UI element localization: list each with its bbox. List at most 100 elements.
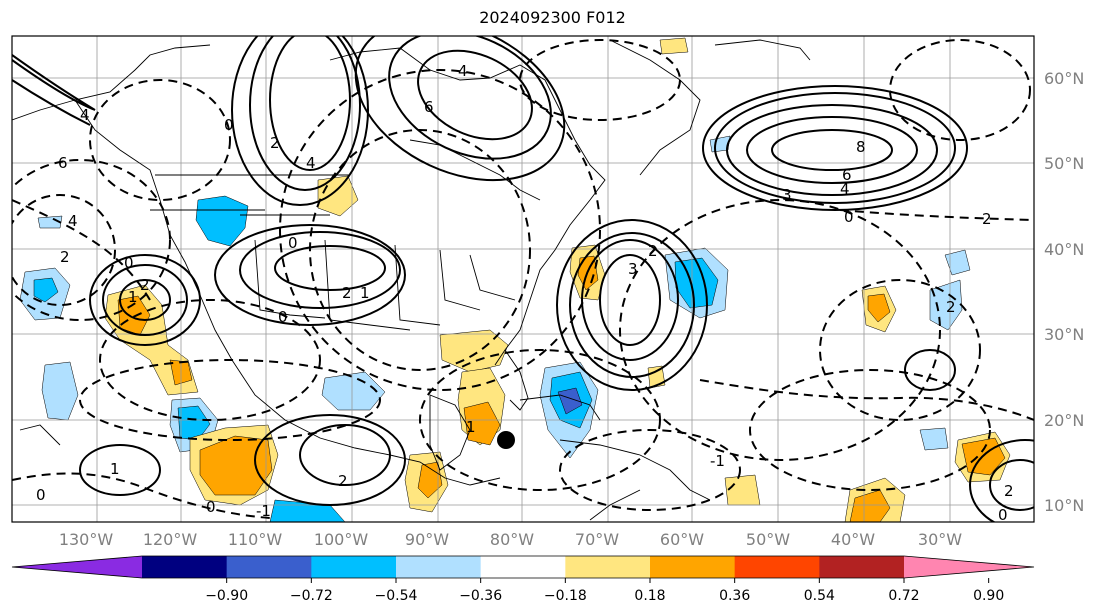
colorbar-tick-label: −0.36 <box>459 588 502 604</box>
lon-tick-label: 100°W <box>314 530 369 549</box>
contour-label: 1 <box>110 460 120 478</box>
contour-label: 2 <box>1004 482 1014 500</box>
contour-label: 0 <box>124 254 134 272</box>
colorbar-segment <box>650 556 736 578</box>
contour-label: 4 <box>68 212 78 230</box>
contour-label: 1 <box>128 288 138 306</box>
map-border <box>11 35 1035 523</box>
contour-label: 0 <box>844 208 854 226</box>
contour-label: -1 <box>256 502 271 520</box>
positive-patch <box>417 461 443 499</box>
lon-tick-label: 70°W <box>575 530 619 549</box>
contour-label: 6 <box>842 166 852 184</box>
lat-tick-label: 40°N <box>1044 240 1084 259</box>
negative-patch <box>33 277 59 303</box>
contour-label: 2 <box>60 248 70 266</box>
contour-labels: 6 4 2 0 2 4 6 8 6 4 3 0 2 3 2 0 2 1 0 1 … <box>36 62 1014 524</box>
contour-label: 0 <box>278 308 288 326</box>
colorbar-extend-low <box>12 556 142 578</box>
contour-label: 2 <box>946 298 956 316</box>
contour-label: 6 <box>58 154 68 172</box>
colorbar-segment <box>142 556 228 578</box>
negative-patch <box>919 427 949 451</box>
colorbar-outline <box>11 555 1035 579</box>
positive-patch <box>849 489 891 522</box>
negative-patch <box>557 387 583 415</box>
lat-tick-label: 10°N <box>1044 496 1084 515</box>
lon-tick-label: 130°W <box>59 530 114 549</box>
colorbar-tick-label: −0.18 <box>544 588 587 604</box>
lat-tick-label: 60°N <box>1044 69 1084 88</box>
colorbar-tick-label: 0.36 <box>719 588 750 604</box>
contour-label: 2 <box>648 242 658 260</box>
colorbar-tick-label: 0.90 <box>973 588 1004 604</box>
positive-patch <box>659 37 689 55</box>
negative-patch <box>177 405 211 441</box>
contour-label: 0 <box>224 116 234 134</box>
contour-label: 3 <box>628 260 638 278</box>
negative-patch <box>37 215 63 229</box>
storm-center-marker <box>497 431 515 449</box>
contour-label: 2 <box>140 276 150 294</box>
colorbar-segment <box>480 556 566 578</box>
colorbar-tick-label: −0.90 <box>205 588 248 604</box>
contour-label: 0 <box>998 506 1008 524</box>
graticule <box>12 36 1034 522</box>
lon-tick-label: 40°W <box>831 530 875 549</box>
contour-label: 3 <box>782 186 792 204</box>
contour-label: 4 <box>458 62 468 80</box>
contour-label: 2 <box>982 210 992 228</box>
lat-tick-label: 30°N <box>1044 325 1084 344</box>
colorbar-segment <box>396 556 482 578</box>
contour-label: 0 <box>206 498 216 516</box>
map-background <box>12 36 1034 522</box>
lat-tick-label: 20°N <box>1044 411 1084 430</box>
lon-tick-label: 90°W <box>405 530 449 549</box>
negative-patch <box>195 195 249 247</box>
lat-tick-label: 50°N <box>1044 154 1084 173</box>
lon-tick-label: 80°W <box>490 530 534 549</box>
lon-tick-label: 50°W <box>746 530 790 549</box>
contour-label: -1 <box>710 452 725 470</box>
positive-patch <box>867 293 891 323</box>
contour-label: 2 <box>342 284 352 302</box>
contour-label: 0 <box>288 234 298 252</box>
positive-contours <box>12 36 1034 522</box>
lon-tick-label: 120°W <box>143 530 198 549</box>
lon-tick-label: 60°W <box>660 530 704 549</box>
colorbar-segment <box>311 556 397 578</box>
contour-label: 1 <box>360 284 370 302</box>
colorbar-tick-label: −0.72 <box>290 588 333 604</box>
colorbar-segment <box>226 556 312 578</box>
coastlines <box>12 39 811 521</box>
chart-title: 2024092300 F012 <box>479 8 626 27</box>
positive-patch <box>724 474 761 506</box>
contour-label: 0 <box>36 486 46 504</box>
colorbar-tick-label: 0.72 <box>888 588 919 604</box>
negative-patch <box>321 371 386 411</box>
colorbar-segment <box>565 556 651 578</box>
colorbar-segment <box>734 556 820 578</box>
contour-label: 4 <box>840 180 850 198</box>
contour-label: 6 <box>424 98 434 116</box>
colorbar-tick-label: −0.54 <box>375 588 418 604</box>
positive-patch <box>439 329 509 373</box>
contour-label: 8 <box>856 138 866 156</box>
colorbar-extend-high <box>904 556 1034 578</box>
contour-label: 1 <box>466 418 476 436</box>
lon-tick-label: 30°W <box>918 530 962 549</box>
contour-label: 2 <box>270 134 280 152</box>
latitude-axis: 60°N 50°N 40°N 30°N 20°N 10°N <box>1044 69 1084 515</box>
negative-contours <box>12 39 1034 519</box>
colorbar: −0.90 −0.72 −0.54 −0.36 −0.18 0.18 0.36 0.54 0.7… <box>11 555 1035 604</box>
contour-label: 4 <box>306 154 316 172</box>
contour-label: 2 <box>338 472 348 490</box>
colorbar-tick-label: 0.54 <box>804 588 835 604</box>
longitude-axis: 130°W 120°W 110°W 100°W 90°W 80°W 70°W 6… <box>59 530 962 549</box>
lon-tick-label: 110°W <box>228 530 283 549</box>
colorbar-segment <box>819 556 905 578</box>
positive-patch <box>463 401 501 446</box>
negative-patch <box>929 279 963 331</box>
colorbar-tick-label: 0.18 <box>634 588 665 604</box>
